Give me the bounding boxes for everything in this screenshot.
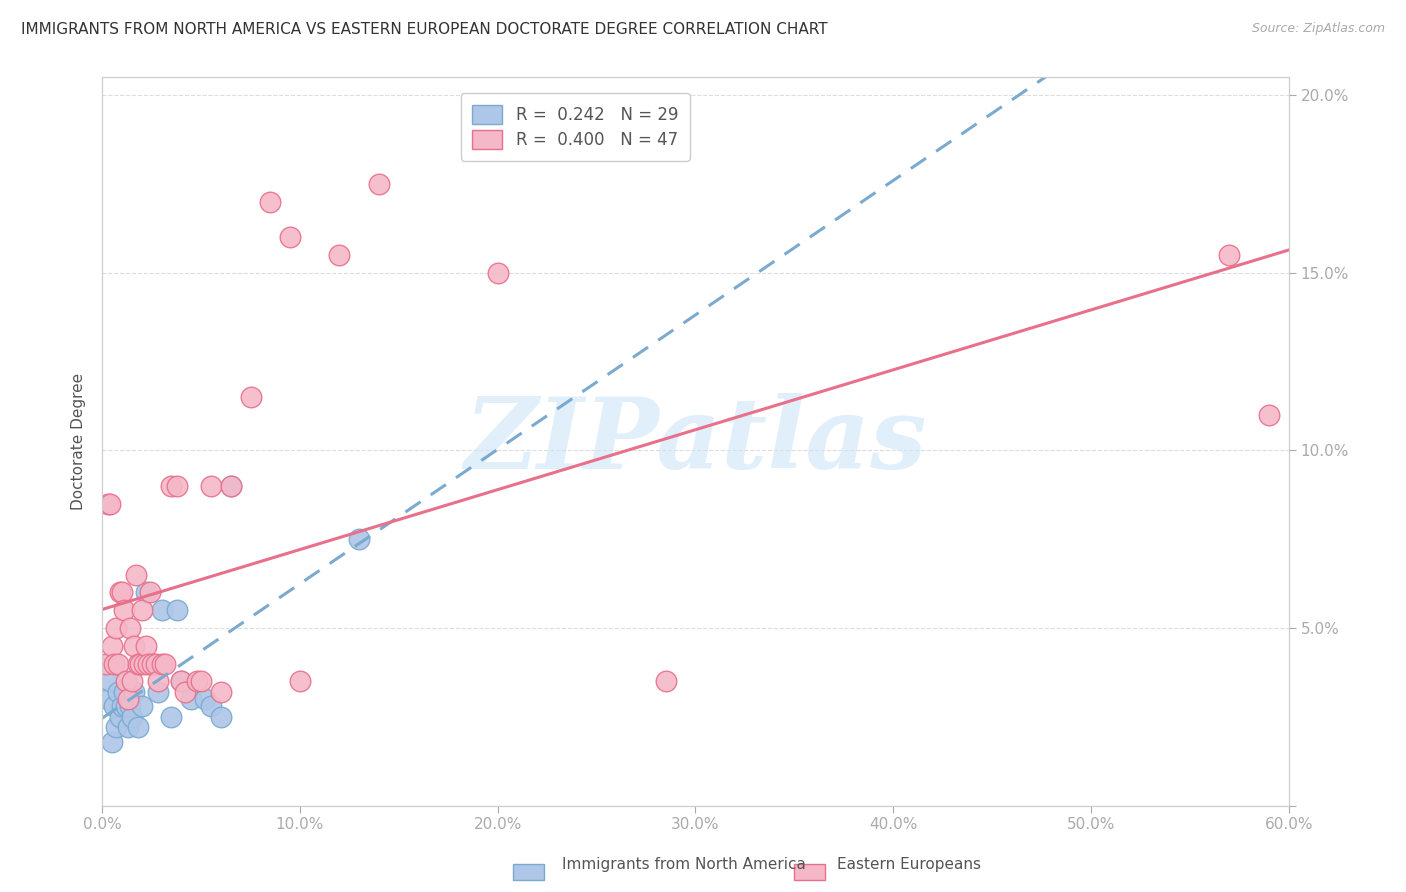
Point (328, 248, 350, 262)
Point (170, 674, 193, 689)
Point (150, 603, 173, 617)
Point (108, 585, 131, 599)
Point (174, 685, 197, 699)
Point (101, 734, 124, 748)
Point (115, 674, 138, 689)
Point (486, 266, 509, 280)
Point (166, 603, 188, 617)
Point (288, 674, 311, 689)
Point (160, 710, 183, 724)
Point (259, 194, 281, 209)
Point (1257, 408, 1279, 422)
Point (111, 699, 134, 714)
Point (141, 657, 163, 671)
Point (138, 585, 160, 599)
Point (190, 674, 212, 689)
Point (146, 674, 169, 689)
Point (101, 639, 124, 653)
Point (209, 685, 232, 699)
Point (368, 177, 391, 191)
Point (98, 674, 121, 689)
Point (166, 479, 188, 493)
Point (128, 657, 150, 671)
Point (180, 692, 202, 706)
Text: Immigrants from North America: Immigrants from North America (562, 857, 806, 872)
Text: IMMIGRANTS FROM NORTH AMERICA VS EASTERN EUROPEAN DOCTORATE DEGREE CORRELATION C: IMMIGRANTS FROM NORTH AMERICA VS EASTERN… (21, 22, 828, 37)
Point (98, 497, 121, 511)
Point (200, 699, 222, 714)
Point (219, 479, 242, 493)
Point (239, 390, 262, 404)
Point (136, 657, 159, 671)
Text: ZIPatlas: ZIPatlas (464, 393, 927, 490)
Point (209, 710, 232, 724)
Point (155, 657, 177, 671)
Y-axis label: Doctorate Degree: Doctorate Degree (72, 373, 86, 510)
Point (160, 479, 183, 493)
Point (105, 721, 128, 735)
Point (150, 657, 173, 671)
Point (135, 585, 157, 599)
Text: Eastern Europeans: Eastern Europeans (837, 857, 980, 872)
Text: Source: ZipAtlas.com: Source: ZipAtlas.com (1251, 22, 1385, 36)
Point (1218, 248, 1240, 262)
Point (125, 567, 148, 582)
Point (103, 657, 125, 671)
Point (103, 699, 125, 714)
Legend: R =  0.242   N = 29, R =  0.400   N = 47: R = 0.242 N = 29, R = 0.400 N = 47 (461, 93, 690, 161)
Point (132, 657, 155, 671)
Point (111, 585, 134, 599)
Point (117, 721, 139, 735)
Point (145, 657, 167, 671)
Point (115, 699, 138, 714)
Point (122, 639, 145, 653)
Point (122, 685, 145, 699)
Point (186, 674, 208, 689)
Point (127, 657, 149, 671)
Point (194, 692, 217, 706)
Point (121, 674, 143, 689)
Point (131, 603, 153, 617)
Point (278, 230, 301, 244)
Point (655, 674, 678, 689)
Point (107, 657, 129, 671)
Point (97, 497, 120, 511)
Point (121, 710, 143, 724)
Point (112, 685, 135, 699)
Point (112, 603, 135, 617)
Point (141, 657, 163, 671)
Point (105, 621, 128, 635)
Point (170, 674, 193, 689)
Point (108, 710, 131, 724)
Point (146, 685, 169, 699)
Point (349, 532, 371, 546)
Point (96, 657, 118, 671)
Point (219, 479, 242, 493)
Point (131, 699, 153, 714)
Point (200, 479, 222, 493)
Point (127, 721, 149, 735)
Point (107, 685, 129, 699)
Point (118, 621, 141, 635)
Point (117, 692, 139, 706)
Point (118, 699, 141, 714)
Point (97, 692, 120, 706)
Point (135, 639, 157, 653)
